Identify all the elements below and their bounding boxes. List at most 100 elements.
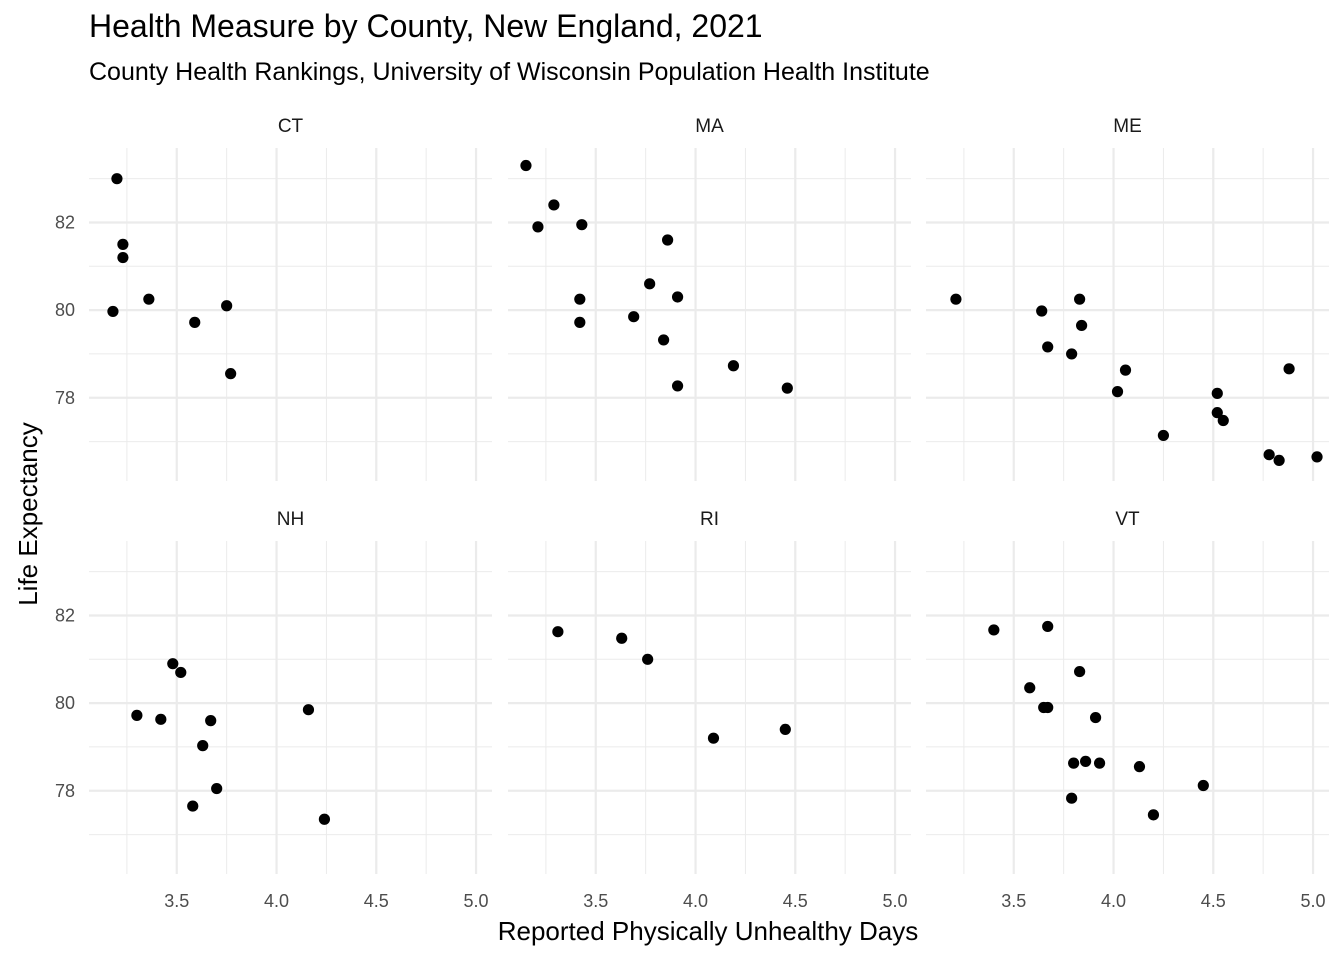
y-tick-label: 82: [55, 212, 75, 232]
data-point: [155, 713, 167, 725]
data-point: [574, 293, 586, 305]
y-axis-title: Life Expectancy: [13, 422, 43, 606]
chart-subtitle: County Health Rankings, University of Wi…: [89, 58, 930, 86]
data-point: [221, 300, 233, 312]
y-tick-label: 78: [55, 388, 75, 408]
data-point: [1093, 757, 1106, 769]
data-point: [628, 311, 640, 323]
data-point: [1211, 407, 1223, 419]
facet-panel-ma: MA: [508, 116, 911, 481]
data-point: [1157, 429, 1170, 442]
data-point: [1133, 761, 1146, 773]
data-point: [707, 732, 720, 744]
data-point: [727, 360, 740, 372]
y-tick-label: 78: [55, 781, 75, 801]
data-point: [574, 316, 586, 328]
data-point: [1074, 293, 1086, 305]
data-point: [1089, 711, 1102, 724]
data-point: [1076, 319, 1088, 332]
data-point: [1042, 341, 1054, 353]
data-point: [143, 293, 155, 305]
data-point: [197, 740, 209, 752]
data-point: [1119, 364, 1132, 376]
data-point: [781, 382, 793, 394]
x-tick-label: 4.0: [1101, 891, 1126, 911]
data-point: [658, 334, 670, 346]
data-point: [117, 251, 129, 264]
data-point: [1042, 620, 1054, 633]
data-point: [107, 305, 119, 318]
data-point: [175, 666, 187, 679]
y-tick-label: 80: [55, 693, 75, 713]
data-point: [1197, 779, 1209, 792]
x-tick-label: 4.0: [264, 891, 289, 911]
data-point: [1211, 387, 1223, 399]
data-point: [548, 199, 560, 211]
data-point: [131, 709, 143, 721]
data-point: [1111, 386, 1124, 398]
data-point: [1311, 451, 1323, 463]
data-point: [1273, 454, 1285, 467]
data-point: [616, 632, 628, 644]
facet-panel-me: ME: [926, 116, 1329, 481]
facet-panel-ct: CT 78 80 82: [55, 116, 492, 481]
data-point: [302, 704, 315, 716]
x-tick-label: 4.5: [364, 891, 389, 911]
data-point: [532, 221, 544, 233]
data-point: [117, 238, 129, 250]
x-tick-label: 3.5: [164, 891, 189, 911]
facet-strip-label: VT: [1115, 509, 1140, 530]
chart-title: Health Measure by County, New England, 2…: [89, 8, 763, 44]
facet-strip-label: MA: [695, 116, 724, 137]
data-point: [642, 653, 654, 665]
x-axis-title: Reported Physically Unhealthy Days: [498, 916, 919, 946]
data-point: [111, 173, 123, 185]
data-point: [1074, 665, 1086, 678]
data-point: [950, 293, 962, 305]
data-point: [1042, 701, 1054, 714]
data-point: [318, 813, 331, 825]
data-point: [1263, 449, 1275, 461]
data-point: [1066, 792, 1078, 804]
data-point: [1068, 757, 1080, 769]
data-point: [1147, 809, 1160, 821]
x-tick-label: 3.5: [583, 891, 608, 911]
data-point: [1066, 348, 1078, 360]
data-point: [671, 380, 684, 392]
x-tick-label: 5.0: [464, 891, 489, 911]
data-point: [644, 278, 656, 290]
facet-strip-label: NH: [277, 509, 304, 530]
data-point: [779, 723, 791, 736]
data-point: [552, 626, 564, 638]
facet-strip-label: CT: [278, 116, 304, 137]
data-point: [205, 715, 217, 727]
data-point: [988, 624, 1000, 636]
data-point: [662, 234, 674, 246]
data-point: [189, 316, 201, 328]
data-point: [1036, 305, 1048, 317]
x-tick-label: 4.0: [683, 891, 708, 911]
x-tick-label: 5.0: [1301, 891, 1326, 911]
data-point: [520, 159, 532, 172]
x-tick-label: 4.5: [1201, 891, 1226, 911]
x-tick-label: 4.5: [783, 891, 808, 911]
data-point: [167, 658, 179, 670]
facet-panel-vt: VT 3.5 4.0 4.5 5.0: [926, 509, 1329, 911]
facet-panel-ri: RI 3.5 4.0 4.5 5.0: [508, 509, 911, 911]
x-tick-label: 5.0: [883, 891, 908, 911]
x-tick-label: 3.5: [1001, 891, 1026, 911]
facet-panel-nh: NH 78 80 82 3.5 4.0 4.5 5.0: [55, 509, 492, 911]
facet-strip-label: ME: [1113, 116, 1142, 137]
data-point: [1080, 755, 1092, 767]
facet-panels: CT 78 80 82 MA ME NH 78 80 82 3.5 4.0 4.5 5.0 RI 3.5 4.0…: [55, 116, 1329, 911]
data-point: [576, 219, 588, 231]
facet-strip-label: RI: [700, 509, 719, 530]
data-point: [1283, 363, 1295, 375]
y-tick-label: 80: [55, 300, 75, 320]
data-point: [1024, 682, 1036, 694]
y-tick-label: 82: [55, 605, 75, 625]
data-point: [1217, 414, 1229, 427]
data-point: [225, 368, 237, 380]
data-point: [671, 291, 684, 303]
